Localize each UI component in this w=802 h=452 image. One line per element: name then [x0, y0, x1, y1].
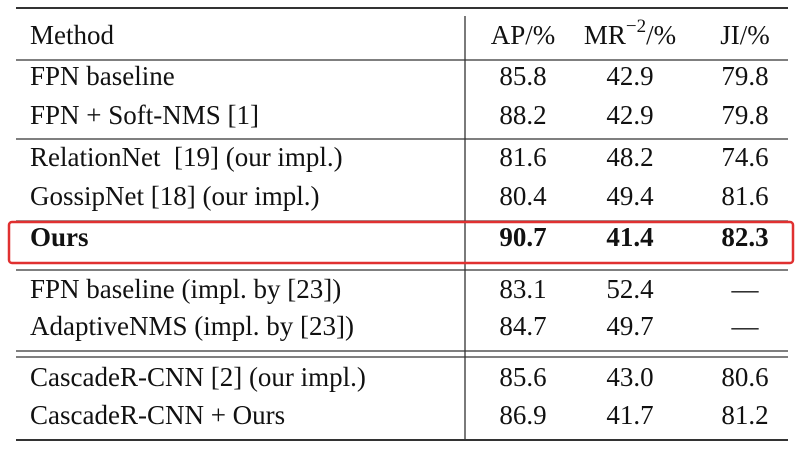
header-suffix: /%: [646, 20, 676, 50]
value-cell: 74.6: [721, 142, 768, 172]
header-base: MR: [584, 20, 626, 50]
method-cell: GossipNet [18] (our impl.): [30, 181, 319, 211]
column-header: JI/%: [720, 20, 770, 50]
value-cell: 52.4: [606, 274, 654, 304]
highlight-box: [7, 220, 795, 265]
method-cell: FPN baseline: [30, 61, 175, 91]
method-cell: FPN + Soft-NMS [1]: [30, 100, 259, 130]
value-cell: 83.1: [499, 274, 546, 304]
value-cell: 81.6: [499, 142, 546, 172]
value-cell: 42.9: [606, 100, 653, 130]
value-cell: 42.9: [606, 61, 653, 91]
value-cell: 79.8: [721, 61, 768, 91]
value-cell: 49.7: [606, 311, 653, 341]
column-header: MR−2/%: [584, 16, 676, 50]
value-cell: 48.2: [606, 142, 653, 172]
value-cell: 86.9: [499, 400, 546, 430]
value-cell: 81.6: [721, 181, 768, 211]
method-cell: AdaptiveNMS (impl. by [23]): [30, 311, 354, 341]
column-header: Method: [30, 20, 114, 50]
value-cell: 49.4: [606, 181, 654, 211]
method-cell: CascadeR-CNN [2] (our impl.): [30, 362, 366, 392]
value-cell: 81.2: [721, 400, 768, 430]
method-cell: Ours: [30, 222, 89, 252]
value-cell: 90.7: [499, 222, 546, 252]
value-cell: 88.2: [499, 100, 546, 130]
value-cell: —: [731, 311, 760, 341]
header-sup: −2: [626, 16, 646, 37]
value-cell: 85.8: [499, 61, 546, 91]
column-header: AP/%: [491, 20, 556, 50]
value-cell: 80.6: [721, 362, 768, 392]
method-cell: FPN baseline (impl. by [23]): [30, 274, 341, 304]
value-cell: 41.7: [606, 400, 653, 430]
value-cell: 43.0: [606, 362, 653, 392]
value-cell: —: [731, 274, 760, 304]
value-cell: 85.6: [499, 362, 546, 392]
value-cell: 82.3: [721, 222, 768, 252]
value-cell: 79.8: [721, 100, 768, 130]
value-cell: 80.4: [499, 181, 547, 211]
value-cell: 84.7: [499, 311, 546, 341]
method-cell: CascadeR-CNN + Ours: [30, 400, 285, 430]
method-cell: RelationNet [19] (our impl.): [30, 142, 343, 172]
value-cell: 41.4: [606, 222, 653, 252]
